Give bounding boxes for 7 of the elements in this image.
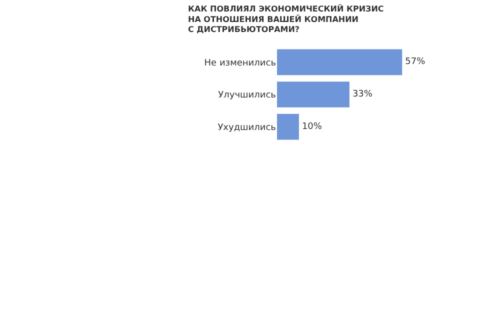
data-label: 10% <box>302 122 322 132</box>
y-tick-label: Улучшились <box>218 90 276 101</box>
y-tick-label: Ухудшились <box>218 122 276 133</box>
data-label: 57% <box>405 57 426 68</box>
y-tick-label: Не изменились <box>204 58 276 68</box>
chart-title: КАК ПОВЛИЯЛ ЭКОНОМИЧЕСКИЙ КРИЗИС НА ОТНОШЕНИЯ ВАШЕЙ КОМПАНИИ С ДИСТРИБЬЮТОРАМИ? <box>188 3 384 34</box>
data-label: 33% <box>352 90 373 100</box>
